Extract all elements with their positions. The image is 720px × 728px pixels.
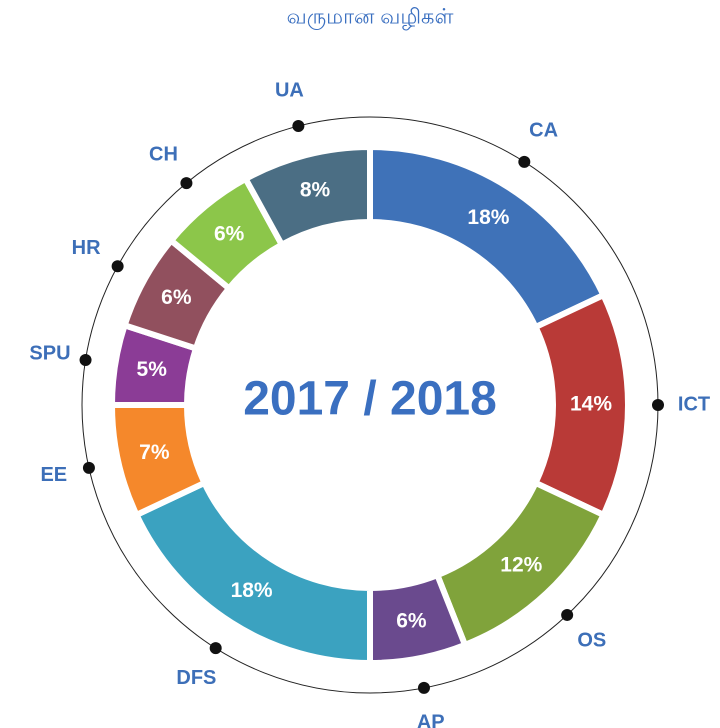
value-label: 6% bbox=[214, 222, 245, 245]
marker-dot bbox=[180, 177, 193, 190]
marker-dot bbox=[82, 461, 95, 474]
category-label: HR bbox=[72, 237, 101, 259]
value-label: 8% bbox=[300, 178, 331, 201]
marker-dot bbox=[652, 399, 664, 411]
value-label: 6% bbox=[161, 286, 192, 309]
center-label: 2017 / 2018 bbox=[243, 373, 497, 426]
marker-dot bbox=[292, 120, 305, 133]
marker-dot bbox=[518, 155, 531, 168]
category-label: UA bbox=[275, 79, 304, 101]
segment bbox=[241, 143, 373, 249]
chart-title: வருமான வழிகள் bbox=[287, 6, 454, 31]
marker-dot bbox=[561, 608, 574, 621]
value-label: 12% bbox=[500, 554, 542, 577]
value-label: 5% bbox=[137, 358, 168, 381]
value-label: 14% bbox=[570, 393, 612, 416]
value-label: 7% bbox=[139, 441, 170, 464]
category-label: CH bbox=[149, 144, 178, 166]
value-label: 18% bbox=[467, 206, 509, 229]
category-label: DFS bbox=[176, 667, 216, 689]
marker-dot bbox=[79, 353, 92, 366]
segment bbox=[132, 478, 373, 667]
category-label: EE bbox=[40, 464, 67, 486]
category-label: CA bbox=[529, 120, 558, 142]
category-label: AP bbox=[417, 712, 445, 728]
marker-dot bbox=[111, 260, 124, 273]
category-label: SPU bbox=[29, 343, 70, 365]
value-label: 18% bbox=[231, 579, 273, 602]
value-label: 6% bbox=[396, 610, 427, 633]
category-label: OS bbox=[577, 629, 606, 651]
segment bbox=[367, 143, 608, 332]
marker-dot bbox=[209, 642, 222, 655]
marker-dot bbox=[417, 681, 430, 694]
category-label: ICT bbox=[678, 393, 710, 415]
